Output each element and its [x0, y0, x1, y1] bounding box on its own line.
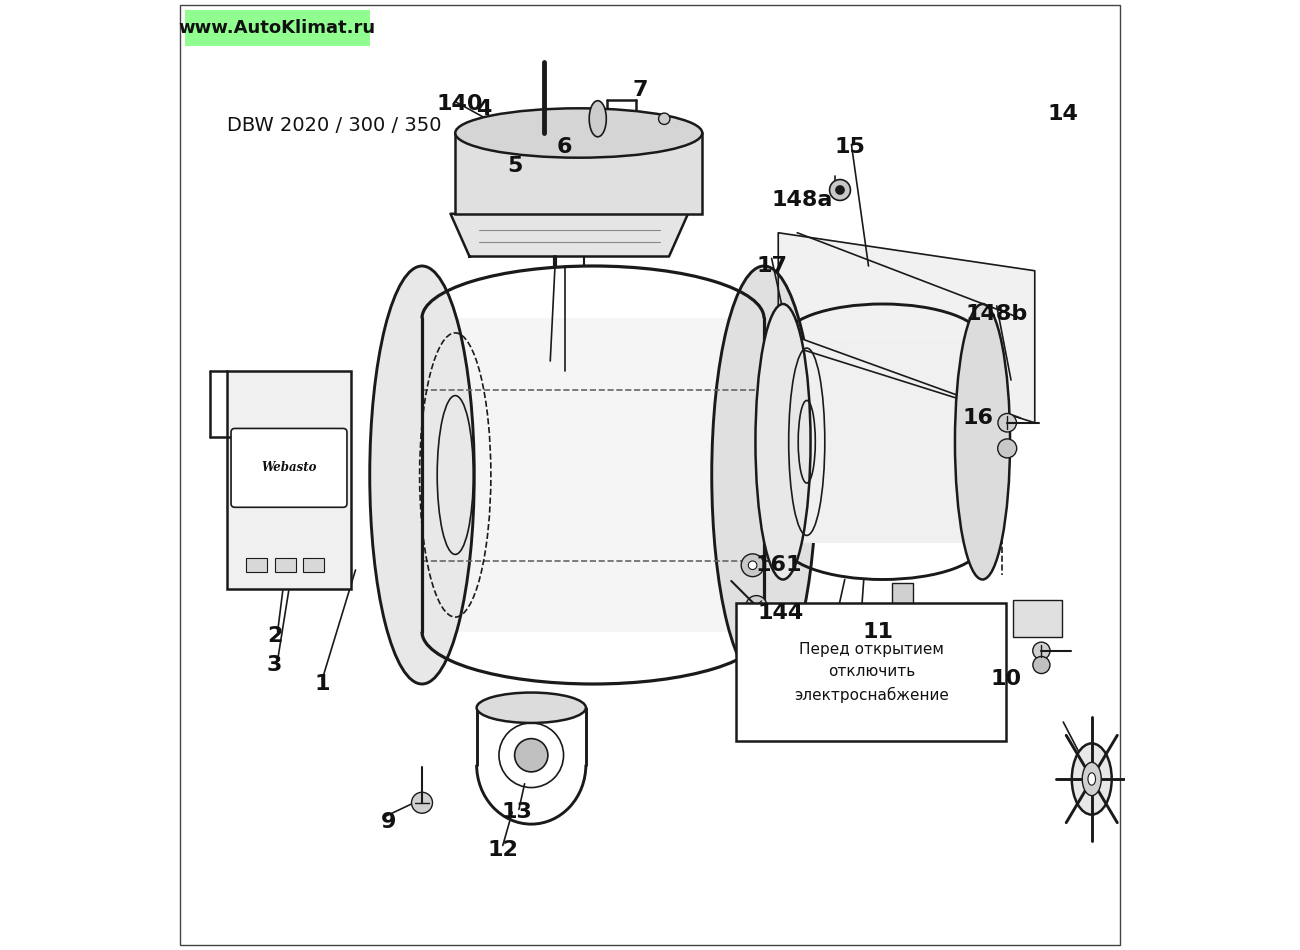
Ellipse shape	[829, 180, 850, 200]
FancyBboxPatch shape	[736, 603, 1006, 741]
Text: 7: 7	[633, 80, 649, 101]
Text: 3: 3	[266, 655, 282, 675]
Polygon shape	[779, 233, 1035, 423]
Text: 6: 6	[556, 137, 572, 158]
Ellipse shape	[1082, 762, 1101, 796]
Ellipse shape	[749, 560, 757, 569]
Text: 17: 17	[757, 256, 786, 276]
Text: 10: 10	[991, 669, 1022, 690]
Text: 15: 15	[835, 137, 864, 158]
Bar	[303, 558, 324, 572]
Text: 2: 2	[266, 626, 282, 647]
Bar	[892, 583, 913, 608]
Ellipse shape	[997, 439, 1017, 458]
Ellipse shape	[1071, 743, 1112, 815]
Ellipse shape	[741, 554, 764, 577]
Text: 14: 14	[1048, 104, 1079, 124]
Ellipse shape	[455, 108, 702, 158]
Ellipse shape	[412, 792, 433, 813]
Ellipse shape	[1032, 642, 1050, 659]
Ellipse shape	[755, 304, 811, 580]
Text: www.AutoKlimat.ru: www.AutoKlimat.ru	[178, 19, 376, 36]
FancyBboxPatch shape	[231, 428, 347, 507]
Text: 144: 144	[758, 602, 805, 623]
Ellipse shape	[369, 266, 474, 684]
Text: 11: 11	[862, 621, 893, 642]
Ellipse shape	[998, 413, 1017, 432]
Text: 161: 161	[755, 555, 802, 576]
Ellipse shape	[746, 596, 767, 617]
Bar	[227, 370, 351, 589]
FancyBboxPatch shape	[185, 10, 369, 46]
Bar	[783, 340, 983, 543]
Text: 9: 9	[381, 811, 396, 832]
Ellipse shape	[659, 113, 670, 124]
Text: 16: 16	[962, 408, 993, 428]
Bar	[422, 318, 764, 632]
Ellipse shape	[956, 304, 1010, 580]
Ellipse shape	[515, 739, 547, 771]
Polygon shape	[451, 214, 688, 256]
Text: 1: 1	[315, 674, 330, 694]
Text: Перед открытием
отключить
электроснабжение: Перед открытием отключить электроснабжен…	[794, 642, 949, 703]
Text: DBW 2020 / 300 / 350: DBW 2020 / 300 / 350	[227, 116, 442, 135]
Ellipse shape	[712, 266, 816, 684]
Ellipse shape	[836, 186, 844, 195]
Text: Webasto: Webasto	[261, 461, 317, 474]
Text: 148b: 148b	[966, 303, 1028, 324]
Text: 148a: 148a	[771, 189, 833, 210]
Text: 13: 13	[502, 802, 533, 823]
Text: 12: 12	[488, 840, 519, 861]
Ellipse shape	[1088, 773, 1096, 785]
Bar	[1013, 600, 1062, 636]
Text: 4: 4	[476, 99, 491, 120]
Bar	[246, 558, 268, 572]
Ellipse shape	[1034, 656, 1050, 674]
Text: 5: 5	[507, 156, 523, 177]
Bar	[274, 558, 295, 572]
Text: 140: 140	[437, 94, 484, 115]
Ellipse shape	[589, 101, 606, 137]
Ellipse shape	[477, 693, 586, 723]
Bar	[455, 133, 702, 214]
